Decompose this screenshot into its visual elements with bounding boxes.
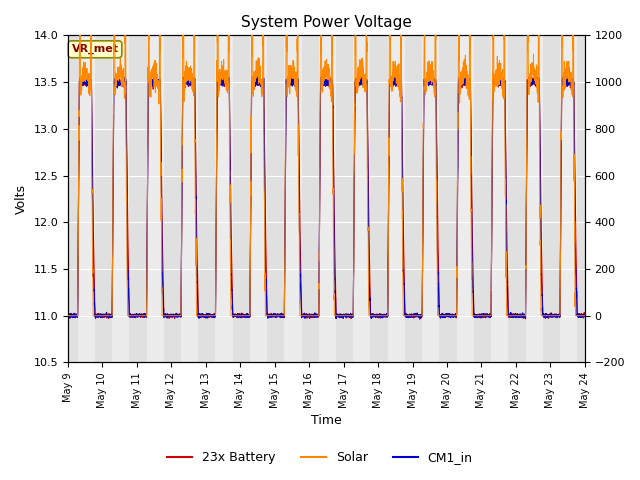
Bar	[112, 36, 129, 362]
Solar	[413, 313, 421, 319]
CM1_in	[64, 312, 72, 318]
Bar	[181, 36, 198, 362]
CM1_in	[307, 314, 315, 320]
Bar	[491, 36, 508, 362]
Y-axis label: Volts: Volts	[15, 184, 28, 214]
Solar	[581, 313, 589, 319]
Line: CM1_in: CM1_in	[68, 74, 585, 319]
Solar	[580, 313, 588, 319]
23x Battery	[64, 314, 72, 320]
Bar	[525, 36, 543, 362]
Bar	[147, 36, 164, 362]
23x Battery	[253, 73, 261, 79]
Bar	[560, 36, 577, 362]
Solar	[76, 33, 83, 38]
Solar	[64, 313, 72, 319]
23x Battery	[581, 313, 589, 319]
Legend: 23x Battery, Solar, CM1_in: 23x Battery, Solar, CM1_in	[163, 446, 477, 469]
CM1_in	[442, 311, 450, 316]
Text: VR_met: VR_met	[72, 44, 118, 54]
Bar	[388, 36, 405, 362]
23x Battery	[442, 314, 450, 320]
Solar	[442, 313, 450, 319]
Line: 23x Battery: 23x Battery	[68, 76, 585, 319]
CM1_in	[472, 312, 479, 318]
Bar	[422, 36, 440, 362]
CM1_in	[580, 312, 588, 317]
23x Battery	[307, 312, 315, 318]
CM1_in	[581, 314, 589, 320]
Bar	[250, 36, 267, 362]
CM1_in	[413, 312, 421, 318]
Bar	[284, 36, 301, 362]
Solar	[307, 313, 315, 319]
CM1_in	[157, 133, 164, 139]
Bar	[216, 36, 233, 362]
23x Battery	[413, 312, 421, 318]
Title: System Power Voltage: System Power Voltage	[241, 15, 412, 30]
23x Battery	[157, 121, 164, 127]
Line: Solar: Solar	[68, 36, 585, 316]
X-axis label: Time: Time	[311, 414, 342, 427]
Bar	[353, 36, 371, 362]
Bar	[77, 36, 95, 362]
CM1_in	[495, 72, 502, 77]
Bar	[456, 36, 474, 362]
Solar	[472, 313, 479, 319]
Bar	[319, 36, 336, 362]
Solar	[157, 204, 165, 210]
23x Battery	[472, 313, 479, 319]
CM1_in	[332, 316, 340, 322]
23x Battery	[580, 310, 588, 315]
23x Battery	[416, 316, 424, 322]
